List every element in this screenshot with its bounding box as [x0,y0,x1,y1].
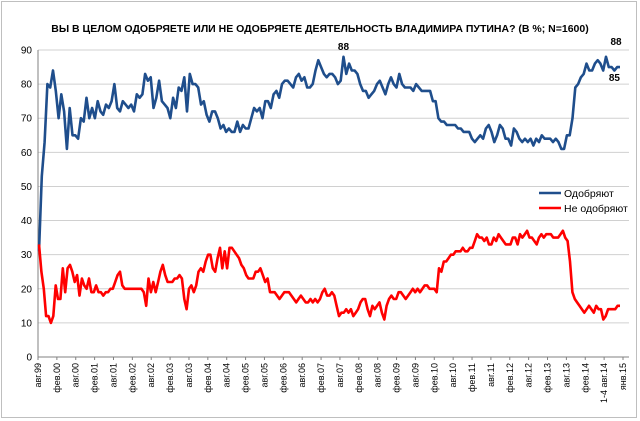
data-label: 85 [609,73,621,84]
y-tick-label: 50 [21,182,33,193]
y-tick-label: 90 [21,46,33,57]
x-tick-label: фев.00 [52,363,62,393]
x-tick-label: фев.03 [165,363,175,393]
x-tick-label: фев.13 [543,363,553,393]
x-tick-label: авг.04 [222,363,232,387]
x-tick-label: янв.15 [618,363,628,390]
series-line-approve [37,55,620,252]
y-tick-label: 10 [21,318,33,329]
x-tick-label: фев.07 [316,363,326,393]
x-tick-label: авг.08 [373,363,383,387]
y-tick-label: 30 [21,250,33,261]
x-tick-label: фев.08 [354,363,364,393]
data-label: 88 [338,42,350,53]
legend-label: Одобряют [564,188,614,200]
x-tick-label: авг.09 [410,363,420,387]
x-axis: авг.99 фев.00 авг.00 фев.01 авг.01 фев.02 авг.… [33,357,628,403]
x-tick-label: авг.10 [448,363,458,387]
x-tick-label: фев.06 [278,363,288,393]
y-tick-label: 70 [21,114,33,125]
x-tick-label: фев.02 [127,363,137,393]
data-label: 88 [610,37,622,48]
series-line-disapprove [37,229,620,325]
gridlines [38,49,629,358]
y-axis: 0 10 20 30 40 50 60 70 80 90 [21,46,629,364]
x-tick-label: авг.99 [33,363,43,387]
x-tick-label: авг.01 [108,363,118,387]
x-tick-label: авг.07 [335,363,345,387]
x-tick-label: фев.11 [467,363,477,392]
x-tick-label: фев.14 [580,363,590,393]
x-tick-label: фев.09 [392,363,402,393]
legend: Одобряют Не одобряют [539,188,628,215]
x-tick-label: фев.01 [90,363,100,393]
x-tick-label: фев.05 [241,363,251,393]
y-tick-label: 80 [21,80,33,91]
y-tick-label: 40 [21,216,33,227]
x-tick-label: авг.05 [259,363,269,387]
x-tick-label: авг.11 [486,363,496,387]
y-tick-label: 20 [21,284,33,295]
x-tick-label: фев.12 [505,363,515,393]
y-tick-label: 0 [26,353,32,364]
series-lines [37,55,620,325]
x-tick-label: 1-4 авг.14 [599,363,609,403]
y-tick-label: 60 [21,148,33,159]
x-tick-label: фев.10 [429,363,439,393]
x-tick-label: авг.06 [297,363,307,387]
x-tick-label: авг.03 [184,363,194,387]
x-tick-label: фев.04 [203,363,213,393]
x-tick-label: авг.13 [561,363,571,387]
data-labels: 88 88 85 [338,37,622,84]
chart-title: ВЫ В ЦЕЛОМ ОДОБРЯЕТЕ ИЛИ НЕ ОДОБРЯЕТЕ ДЕ… [51,23,588,35]
legend-label: Не одобряют [564,203,628,215]
x-tick-label: авг.12 [524,363,534,387]
x-tick-label: авг.00 [71,363,81,387]
x-tick-label: авг.02 [146,363,156,387]
